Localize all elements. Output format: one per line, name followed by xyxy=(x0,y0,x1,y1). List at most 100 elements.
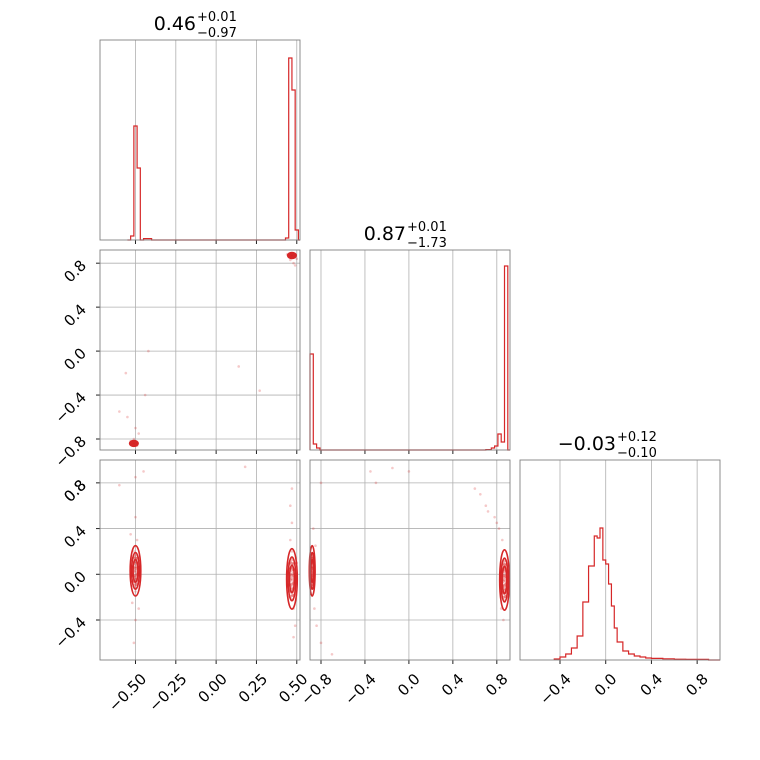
scatter-point xyxy=(129,532,132,536)
density-contour xyxy=(129,544,142,597)
scatter-point xyxy=(118,483,121,487)
scatter-point xyxy=(330,652,334,656)
y-tick-label: 0.0 xyxy=(60,568,90,598)
density-contour xyxy=(286,251,297,260)
scatter-point xyxy=(319,481,323,485)
scatter-point xyxy=(290,561,294,566)
x-tick-label: 0.8 xyxy=(682,670,712,700)
panel-title-value-0: 0.46 xyxy=(154,13,196,35)
scatter-point xyxy=(473,487,477,490)
density-contour xyxy=(501,565,508,595)
density-contour xyxy=(288,564,296,594)
scatter-point xyxy=(502,618,505,622)
scatter-point xyxy=(374,481,378,485)
scatter-point xyxy=(497,527,501,530)
scatter-point xyxy=(292,261,295,265)
axes-frame xyxy=(309,249,511,451)
pair-panel-2-0 xyxy=(96,459,301,664)
scatter-point xyxy=(134,426,137,430)
y-tick-label: 0.8 xyxy=(60,256,90,286)
scatter-point xyxy=(293,624,297,628)
scatter-point xyxy=(290,521,294,525)
density-contour xyxy=(132,558,139,584)
scatter-point xyxy=(315,624,318,628)
x-tick-label: −0.4 xyxy=(341,670,379,708)
x-tick-label: −0.4 xyxy=(536,670,574,708)
scatter-point xyxy=(133,566,137,571)
scatter-point xyxy=(147,349,150,353)
x-tick-label: 0.0 xyxy=(591,670,621,700)
scatter-point xyxy=(142,470,145,473)
scatter-point xyxy=(484,504,488,508)
y-tick-label: 0.0 xyxy=(60,344,90,374)
x-tick-label: 0.0 xyxy=(394,670,424,700)
x-tick-label: 0.25 xyxy=(235,670,271,706)
x-tick-label: −0.50 xyxy=(105,670,150,715)
scatter-point xyxy=(289,504,292,508)
scatter-point xyxy=(391,466,394,470)
scatter-point xyxy=(313,607,316,610)
density-contour xyxy=(498,549,511,611)
panel-title-minus-2: −0.10 xyxy=(617,446,657,461)
density-contour xyxy=(130,551,141,590)
axes-frame xyxy=(99,39,301,241)
scatter-point xyxy=(134,582,138,587)
panel-title-minus-0: −0.97 xyxy=(197,26,237,41)
histogram-line xyxy=(553,527,720,661)
histogram-panel-1: 0.87 +0.01−1.73 xyxy=(309,220,511,454)
scatter-point xyxy=(295,257,299,261)
scatter-point xyxy=(134,618,137,622)
scatter-point xyxy=(132,437,136,441)
scatter-point xyxy=(503,578,507,582)
scatter-point xyxy=(289,538,292,542)
axes-frame xyxy=(519,459,721,661)
axes-frame xyxy=(309,459,511,661)
x-tick-label: 0.8 xyxy=(482,670,512,700)
scatter-point xyxy=(502,563,506,567)
scatter-point xyxy=(369,470,372,473)
scatter-point xyxy=(134,569,138,573)
y-tick-label: −0.8 xyxy=(52,432,90,470)
scatter-point xyxy=(501,538,504,542)
scatter-point xyxy=(134,590,137,593)
scatter-point xyxy=(290,593,295,597)
axes-frame xyxy=(99,249,301,451)
x-tick-label: 0.4 xyxy=(637,670,667,700)
scatter-point xyxy=(502,575,506,579)
scatter-point xyxy=(137,607,141,610)
histogram-line xyxy=(127,57,300,241)
scatter-point xyxy=(407,470,411,473)
scatter-point xyxy=(133,573,138,578)
histogram-panel-2: −0.03 +0.12−0.10 xyxy=(519,430,721,664)
density-contour xyxy=(500,557,509,603)
pair-panel-2-1 xyxy=(308,459,511,664)
scatter-point xyxy=(290,582,294,586)
density-contour xyxy=(308,544,316,597)
scatter-point xyxy=(290,550,294,553)
panel-title-plus-1: +0.01 xyxy=(407,220,447,235)
x-tick-label: 0.00 xyxy=(195,670,231,706)
density-contour xyxy=(128,439,139,448)
density-contour xyxy=(287,556,297,602)
histogram-line xyxy=(309,265,510,451)
y-tick-label: 0.4 xyxy=(60,300,90,330)
axes-frame xyxy=(99,459,301,661)
panel-title-value-2: −0.03 xyxy=(558,433,616,455)
scatter-point xyxy=(495,521,499,525)
scatter-point xyxy=(289,574,293,578)
scatter-point xyxy=(292,635,295,639)
scatter-point xyxy=(314,544,317,548)
scatter-point xyxy=(311,527,315,530)
scatter-point xyxy=(135,538,139,542)
panel-title-plus-0: +0.01 xyxy=(197,10,237,25)
y-tick-label: −0.4 xyxy=(52,388,90,426)
y-tick-label: −0.4 xyxy=(52,613,90,651)
panel-title-minus-1: −1.73 xyxy=(407,236,447,251)
panel-title-value-1: 0.87 xyxy=(364,223,406,245)
scatter-point xyxy=(126,415,129,419)
pair-panel-1-0 xyxy=(96,249,301,454)
scatter-point xyxy=(237,365,241,368)
scatter-point xyxy=(134,515,137,519)
scatter-point xyxy=(137,432,141,435)
